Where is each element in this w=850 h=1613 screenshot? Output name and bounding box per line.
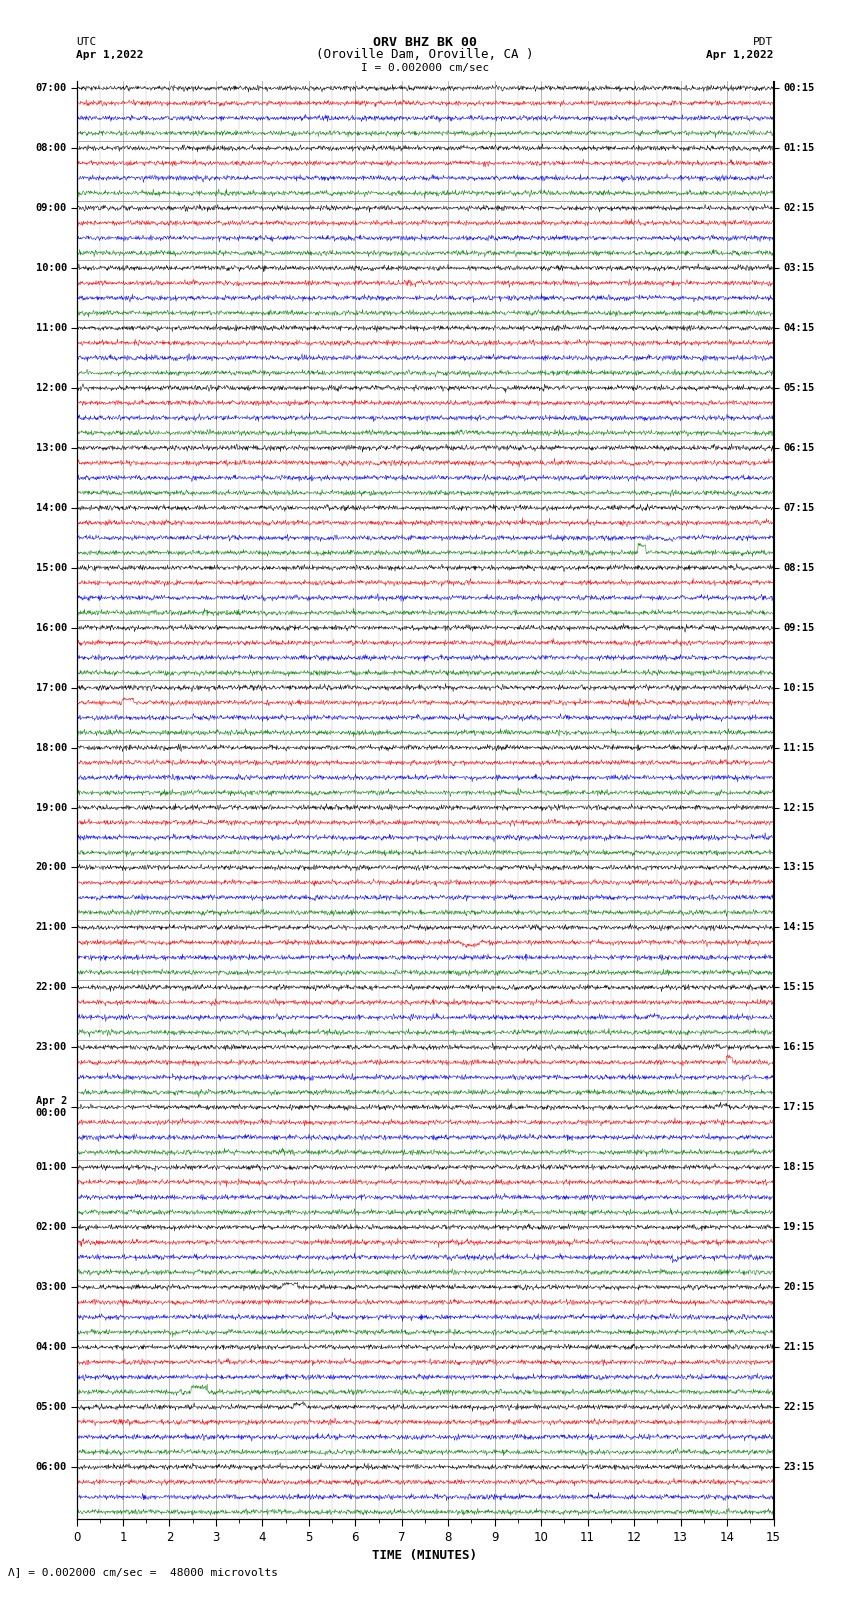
Text: I = 0.002000 cm/sec: I = 0.002000 cm/sec (361, 63, 489, 73)
Text: (Oroville Dam, Oroville, CA ): (Oroville Dam, Oroville, CA ) (316, 48, 534, 61)
X-axis label: TIME (MINUTES): TIME (MINUTES) (372, 1548, 478, 1561)
Text: PDT: PDT (753, 37, 774, 47)
Text: Λ] = 0.002000 cm/sec =  48000 microvolts: Λ] = 0.002000 cm/sec = 48000 microvolts (8, 1568, 279, 1578)
Text: UTC: UTC (76, 37, 97, 47)
Text: Apr 1,2022: Apr 1,2022 (706, 50, 774, 60)
Text: ORV BHZ BK 00: ORV BHZ BK 00 (373, 35, 477, 50)
Text: Apr 1,2022: Apr 1,2022 (76, 50, 144, 60)
